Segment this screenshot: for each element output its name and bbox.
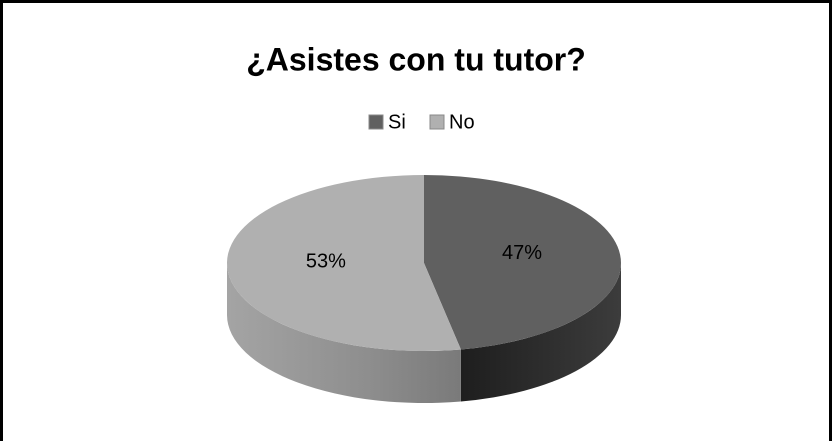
pie-side xyxy=(227,263,461,404)
chart-title: ¿Asistes con tu tutor? xyxy=(246,41,586,77)
legend-swatch xyxy=(429,114,445,130)
data-label: 53% xyxy=(306,250,346,272)
legend-label: Si xyxy=(388,111,406,133)
pie-slice xyxy=(227,175,461,351)
legend-swatch xyxy=(368,114,384,130)
pie-slice xyxy=(424,175,622,350)
data-label: 47% xyxy=(502,242,542,264)
legend-label: No xyxy=(449,111,475,133)
pie-side xyxy=(460,263,621,402)
